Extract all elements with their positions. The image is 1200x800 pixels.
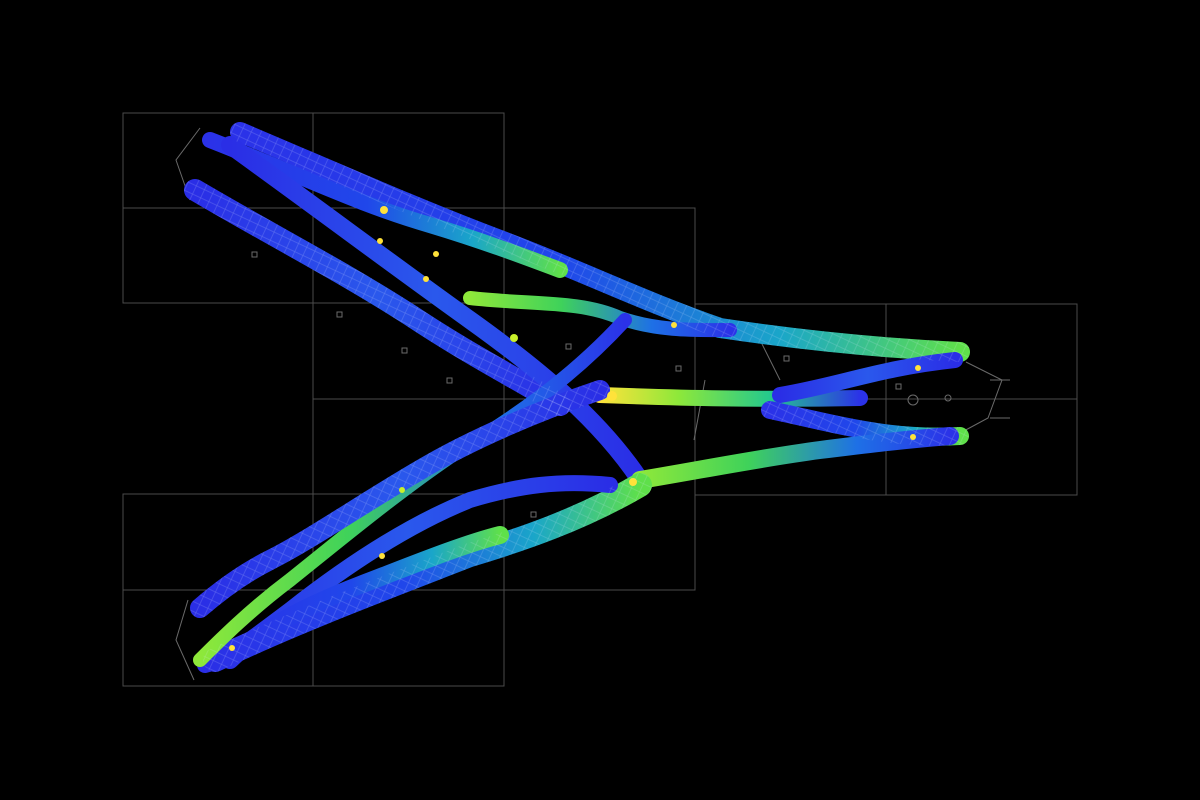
hot-spot	[671, 322, 677, 328]
branch-cross-diagonal	[221, 136, 649, 489]
hot-spots	[229, 206, 921, 651]
hot-spot	[423, 276, 429, 282]
hot-spot	[399, 487, 405, 493]
hot-spot	[910, 434, 916, 440]
hot-spot	[629, 478, 637, 486]
hot-spot	[229, 645, 235, 651]
hot-spot	[377, 238, 383, 244]
hot-spot	[380, 206, 388, 214]
hot-spot	[379, 553, 385, 559]
branch-structure	[184, 122, 970, 673]
hot-spot	[915, 365, 921, 371]
hot-spot	[607, 391, 617, 401]
hot-spot	[433, 251, 439, 257]
branch-middle-hot	[592, 387, 868, 407]
hot-spot	[510, 334, 518, 342]
branch-right-upper-tip	[772, 352, 963, 403]
